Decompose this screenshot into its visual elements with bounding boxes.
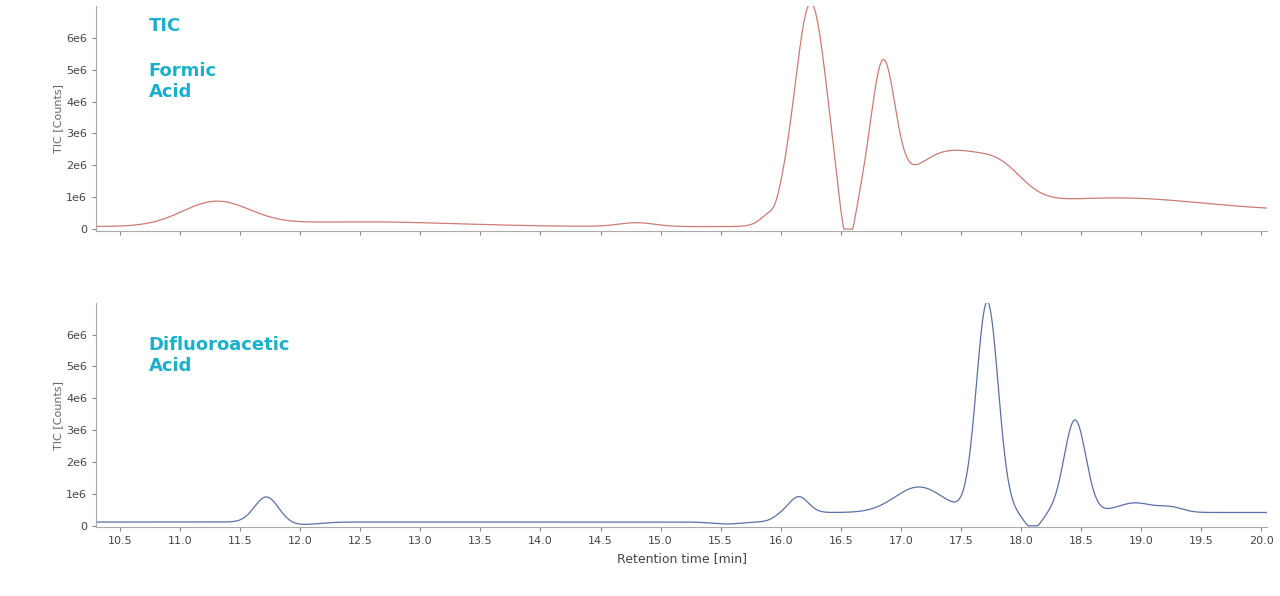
Text: TIC: TIC bbox=[148, 17, 180, 35]
Text: Difluoroacetic
Acid: Difluoroacetic Acid bbox=[148, 336, 291, 375]
Text: Formic
Acid: Formic Acid bbox=[148, 62, 216, 101]
Y-axis label: TIC [Counts]: TIC [Counts] bbox=[54, 381, 63, 449]
X-axis label: Retention time [min]: Retention time [min] bbox=[617, 552, 746, 565]
Y-axis label: TIC [Counts]: TIC [Counts] bbox=[54, 84, 63, 153]
